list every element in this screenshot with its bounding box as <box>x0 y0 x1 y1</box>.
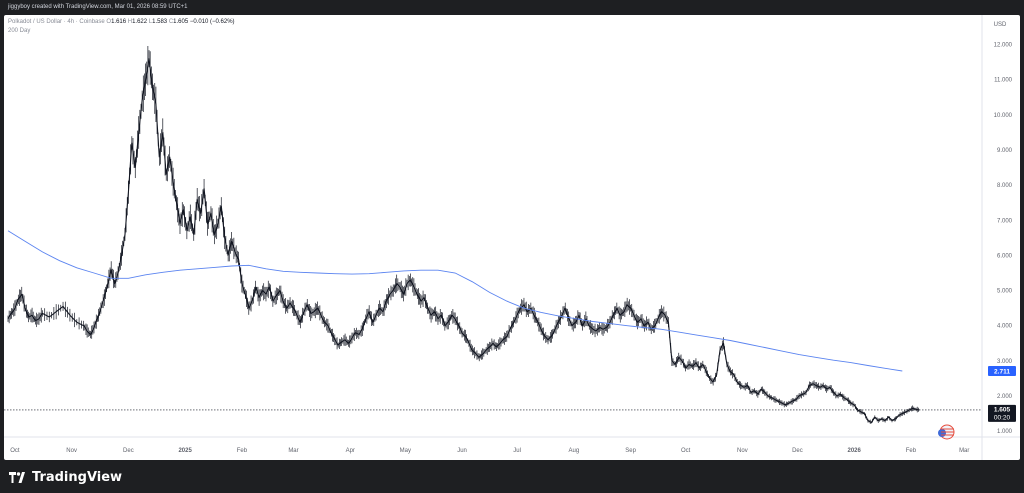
brand-name: TradingView <box>32 470 123 485</box>
y-tick-label: 11.000 <box>994 78 1013 84</box>
ma-last-tag <box>988 366 1016 377</box>
x-tick-label: Dec <box>792 448 803 454</box>
price-series <box>7 46 920 424</box>
x-tick-label: Sep <box>625 448 636 454</box>
open-label: O <box>106 19 112 25</box>
calendar-event-icon <box>938 424 955 440</box>
x-tick-label: Oct <box>681 448 691 454</box>
ma-200-line <box>7 230 903 372</box>
x-tick-label: Dec <box>123 448 134 454</box>
chart-legend: Polkadot / US Dollar · 4h · Coinbase O1.… <box>8 18 235 36</box>
currency-label: USD <box>994 22 1007 28</box>
x-tick-label: 2025 <box>178 448 192 454</box>
x-tick-label: May <box>400 448 411 454</box>
y-tick-label: 3.000 <box>997 359 1013 365</box>
y-tick-label: 7.000 <box>997 218 1013 224</box>
high-value: 1.622 <box>132 19 148 25</box>
chart-panel[interactable]: USD 1.000 2.000 3.000 4.000 5.000 6.000 7.000 8.… <box>4 15 1020 460</box>
attribution-text: jiggyboy created with TradingView.com, M… <box>8 4 188 10</box>
y-tick-label: 6.000 <box>997 253 1013 259</box>
ma-last-value: 2.711 <box>994 368 1010 375</box>
y-tick-label: 8.000 <box>997 183 1013 189</box>
close-label: C <box>168 19 174 25</box>
footer-logo[interactable]: TradingView <box>9 470 122 485</box>
low-value: 1.583 <box>152 19 168 25</box>
price-chart[interactable]: USD 1.000 2.000 3.000 4.000 5.000 6.000 7.000 8.… <box>4 15 1020 460</box>
indicator-label[interactable]: 200 Day <box>8 28 31 34</box>
y-tick-label: 4.000 <box>997 324 1013 330</box>
high-label: H <box>127 19 133 25</box>
x-tick-label: Feb <box>237 448 248 454</box>
x-tick-label: Feb <box>906 448 917 454</box>
x-tick-label: Oct <box>10 448 20 454</box>
change-value: −0.010 (−0.62%) <box>189 19 235 25</box>
y-tick-label: 9.000 <box>997 148 1013 154</box>
y-tick-label: 1.000 <box>997 429 1013 435</box>
low-label: L <box>148 19 153 25</box>
x-tick-label: Nov <box>66 448 77 454</box>
x-tick-label: Nov <box>737 448 748 454</box>
tradingview-logo-icon <box>9 472 25 483</box>
last-price-value: 1.605 <box>994 406 1011 413</box>
x-tick-label: Jul <box>513 448 521 454</box>
x-tick-label: Aug <box>568 448 579 454</box>
countdown-value: 00:20 <box>994 414 1011 421</box>
x-tick-label: Mar <box>959 448 969 454</box>
y-tick-label: 10.000 <box>994 113 1013 119</box>
x-tick-label: Jun <box>457 448 467 454</box>
y-tick-label: 5.000 <box>997 289 1013 295</box>
x-tick-label: Apr <box>346 448 355 454</box>
close-value: 1.605 <box>173 19 189 25</box>
legend-symbol-row: Polkadot / US Dollar · 4h · Coinbase O1.… <box>8 18 235 27</box>
open-value: 1.616 <box>111 19 127 25</box>
calendar-event-icon-dot <box>938 429 946 437</box>
x-tick-label: Mar <box>288 448 298 454</box>
y-tick-label: 12.000 <box>994 43 1013 49</box>
symbol-name[interactable]: Polkadot / US Dollar · 4h · Coinbase <box>8 19 105 25</box>
price-line <box>7 58 920 423</box>
last-price-tag <box>988 404 1016 422</box>
x-tick-label: 2026 <box>847 448 861 454</box>
y-tick-label: 2.000 <box>997 394 1013 400</box>
